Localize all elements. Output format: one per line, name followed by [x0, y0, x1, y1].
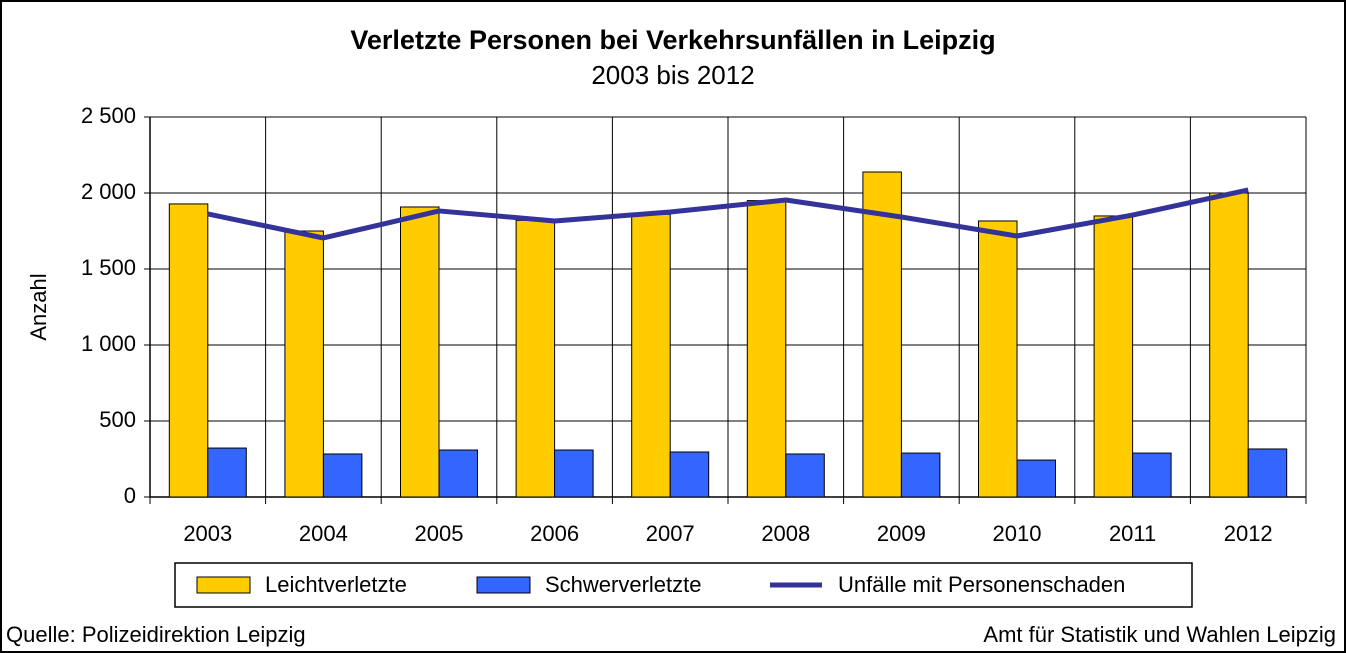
x-tick-label: 2005	[415, 521, 464, 546]
bar	[1093, 215, 1134, 498]
x-tick-label: 2008	[761, 521, 810, 546]
publisher: Amt für Statistik und Wahlen Leipzig	[983, 622, 1336, 647]
bar	[746, 200, 787, 498]
x-tick-label: 2010	[993, 521, 1042, 546]
bar	[862, 171, 902, 498]
chart-title: Verletzte Personen bei Verkehrsunfällen …	[350, 25, 995, 55]
bar	[631, 213, 671, 498]
legend-swatch	[476, 576, 531, 594]
bar	[1209, 192, 1249, 498]
y-tick-label: 2 500	[81, 103, 136, 128]
bar	[785, 453, 825, 498]
bar	[669, 451, 710, 498]
bar	[168, 203, 209, 498]
legend-label: Leichtverletzte	[265, 572, 407, 597]
legend-label: Schwerverletzte	[545, 572, 702, 597]
x-tick-label: 2011	[1109, 521, 1156, 546]
y-tick-label: 1 500	[81, 255, 136, 280]
line	[207, 187, 1249, 241]
bar	[400, 206, 440, 498]
bar	[900, 452, 941, 498]
bar	[1016, 459, 1056, 498]
y-tick-label: 2 000	[81, 179, 136, 204]
bar	[1247, 448, 1288, 498]
bar	[284, 230, 324, 498]
chart-subtitle: 2003 bis 2012	[591, 60, 754, 90]
x-tick-label: 2012	[1224, 521, 1273, 546]
y-tick-label: 0	[124, 483, 136, 508]
bar	[1132, 452, 1172, 498]
bar	[207, 447, 247, 498]
source: Quelle: Polizeidirektion Leipzig	[6, 622, 306, 647]
x-tick-label: 2007	[646, 521, 695, 546]
x-tick-label: 2006	[530, 521, 579, 546]
bar	[515, 219, 556, 498]
legend-swatch	[196, 576, 251, 594]
legend-box	[174, 562, 1193, 608]
legend-label: Unfälle mit Personenschaden	[838, 572, 1125, 597]
y-tick-label: 1 000	[81, 331, 136, 356]
bar	[554, 449, 594, 498]
x-tick-label: 2003	[183, 521, 232, 546]
y-axis-label: Anzahl	[26, 273, 51, 340]
x-tick-label: 2004	[299, 521, 348, 546]
y-tick-label: 500	[99, 407, 136, 432]
bar	[978, 220, 1018, 498]
bar	[322, 453, 363, 498]
x-tick-label: 2009	[877, 521, 926, 546]
bar	[438, 449, 478, 498]
